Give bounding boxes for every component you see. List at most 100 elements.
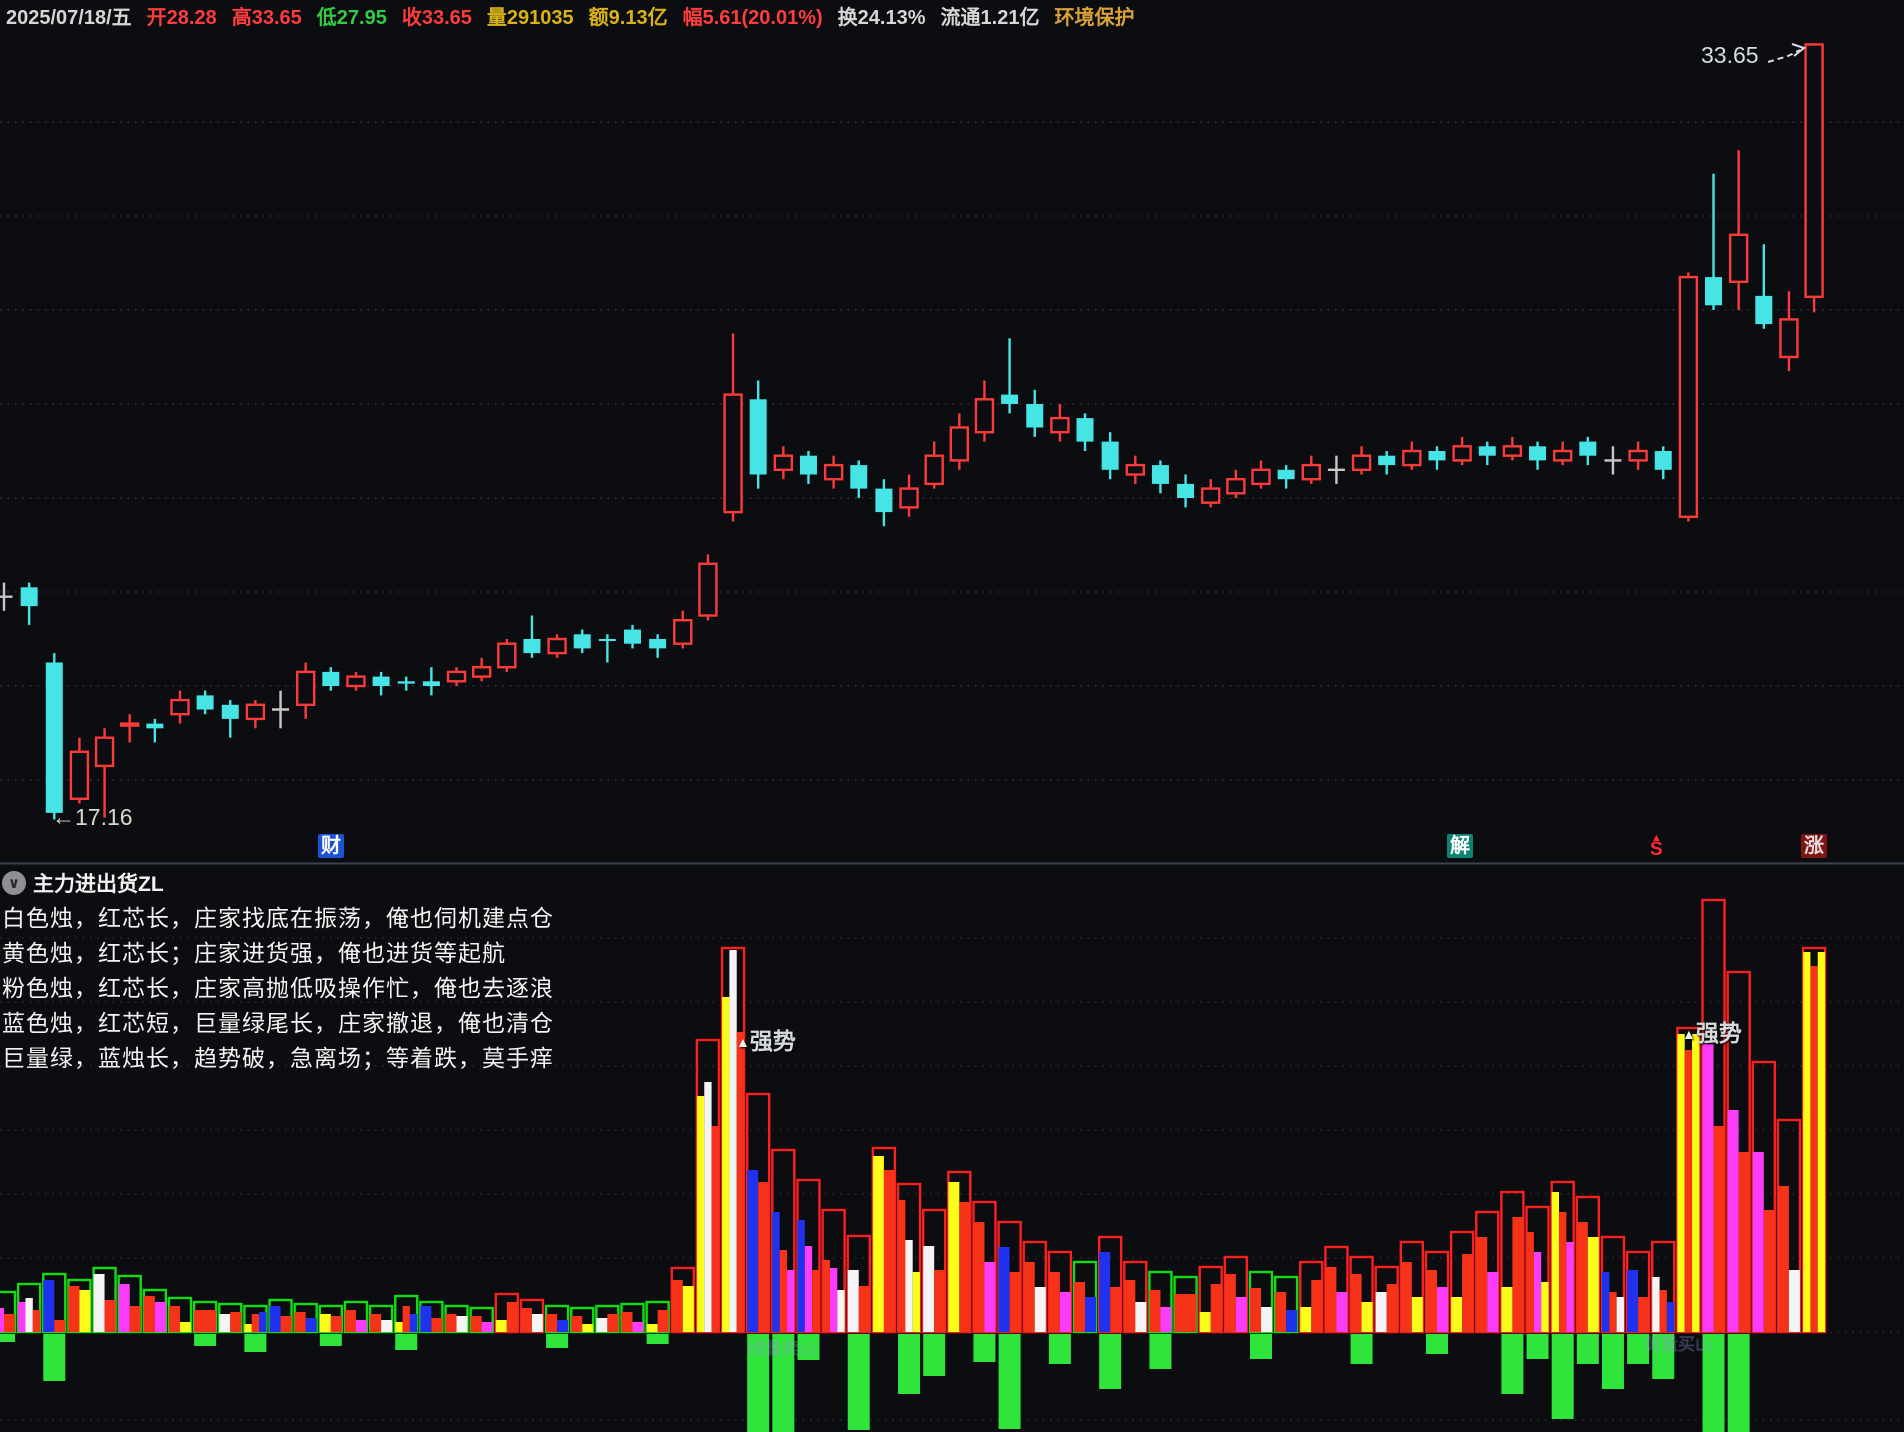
volume-fill-bar <box>93 1274 105 1332</box>
volume-fill-bar <box>1110 1287 1122 1332</box>
volume-fill-bar <box>1727 1110 1739 1332</box>
candle-body-up <box>446 670 467 683</box>
volume-fill-bar <box>1425 1270 1437 1332</box>
volume-fill-bar <box>251 1314 260 1332</box>
indicator-title[interactable]: 主力进出货ZL <box>33 873 164 896</box>
volume-negative-bar <box>1350 1334 1373 1364</box>
volume-fill-bar <box>607 1314 619 1332</box>
volume-fill-bar <box>787 1270 795 1332</box>
volume-negative-bar <box>1601 1334 1624 1389</box>
volume-fill-bar <box>905 1240 913 1332</box>
high-price-annotation: 33.65 <box>1701 42 1759 68</box>
volume-fill-bar <box>1300 1307 1312 1332</box>
volume-negative-bar <box>973 1334 996 1362</box>
volume-fill-bar <box>1451 1297 1463 1332</box>
volume-negative-bar <box>244 1334 267 1352</box>
volume-fill-bar <box>1286 1310 1298 1332</box>
volume-fill-bar <box>1124 1280 1136 1332</box>
candle-body-up <box>974 398 995 434</box>
volume-fill-bar <box>1009 1272 1021 1332</box>
volume-fill-bar <box>812 1270 820 1332</box>
volume-fill-bar <box>381 1320 393 1332</box>
volume-fill-bar <box>259 1312 267 1332</box>
candle-body-down <box>45 662 63 813</box>
volume-fill-bar <box>1501 1287 1513 1332</box>
volume-fill-bar <box>1587 1237 1599 1332</box>
candle-body-down <box>1428 451 1446 461</box>
volume-fill-bar <box>822 1260 830 1332</box>
candle-body-down <box>1101 441 1119 470</box>
volume-fill-bar <box>456 1316 468 1332</box>
volume-fill-bar <box>582 1324 594 1332</box>
volume-fill-bar <box>344 1310 356 1332</box>
candle-body-down <box>624 629 641 644</box>
candle-body-up <box>1402 449 1422 467</box>
volume-fill-bar <box>409 1314 418 1332</box>
candle-body-up <box>823 463 844 481</box>
candle-body-down <box>1478 446 1496 456</box>
up-arrow-icon: ▲ <box>1682 1026 1696 1042</box>
volume-fill-bar <box>1034 1287 1046 1332</box>
volume-fill-bar <box>402 1306 410 1332</box>
volume-fill-bar <box>1411 1297 1423 1332</box>
volume-fill-bar <box>305 1318 317 1332</box>
volume-fill-bar <box>1325 1267 1337 1332</box>
volume-fill-bar <box>847 1270 859 1332</box>
volume-fill-bar <box>531 1314 543 1332</box>
volume-fill-bar <box>1638 1297 1650 1332</box>
volume-fill-bar <box>1533 1252 1542 1332</box>
volume-fill-bar <box>32 1310 41 1332</box>
watermark-label: 绿量卖山 <box>748 1339 816 1358</box>
volume-negative-bar <box>1576 1334 1599 1364</box>
volume-fill-bar <box>1566 1242 1574 1332</box>
volume-fill-bar <box>355 1320 367 1332</box>
candle-body-down <box>146 723 164 729</box>
volume-fill-bar <box>1487 1272 1499 1332</box>
candle-body-down <box>875 488 893 513</box>
candle-body-down <box>850 465 868 489</box>
volume-fill-bar <box>470 1316 482 1332</box>
volume-fill-bar <box>557 1320 569 1332</box>
event-badge: 涨 <box>1801 834 1827 858</box>
volume-fill-bar <box>168 1306 180 1332</box>
volume-fill-bar <box>43 1280 55 1332</box>
indicator-header: ∨ 主力进出货ZL <box>2 868 164 898</box>
volume-fill-bar <box>646 1324 658 1332</box>
candle-body-down <box>649 639 667 649</box>
volume-fill-bar <box>1512 1217 1524 1332</box>
volume-negative-bar <box>1551 1334 1574 1419</box>
candle-body-down <box>1654 451 1672 470</box>
volume-fill-bar <box>1702 1044 1714 1332</box>
candle-body-down <box>1001 394 1019 404</box>
candle-body-down <box>397 681 415 684</box>
candle-body-up <box>1050 416 1070 434</box>
indicator-help-line: 蓝色烛，红芯短，巨量绿尾长，庄家撤退，俺也清仓 <box>2 1010 554 1036</box>
volume-fill-bar <box>923 1246 935 1332</box>
volume-fill-bar <box>1386 1284 1398 1332</box>
candle-body-down <box>1076 418 1094 442</box>
volume-fill-bar <box>959 1202 971 1332</box>
volume-fill-bar <box>1210 1284 1222 1332</box>
candle-body-down <box>1579 441 1597 456</box>
event-badge: 解 <box>1447 834 1473 858</box>
volume-fill-bar <box>1752 1152 1764 1332</box>
volume-fill-bar <box>1261 1307 1272 1332</box>
quote-field: 幅5.61(20.01%) <box>682 6 823 29</box>
volume-fill-bar <box>948 1182 960 1332</box>
watermark-label: 黄量买山 <box>1644 1335 1712 1354</box>
candle-body-up <box>673 619 693 645</box>
volume-fill-bar <box>621 1312 633 1332</box>
volume-negative-bar <box>923 1334 946 1376</box>
volume-fill-bar <box>1777 1186 1789 1332</box>
candle-body-down <box>598 639 616 641</box>
candle-body-down <box>20 587 38 607</box>
volume-fill-bar <box>779 1250 788 1332</box>
volume-negative-bar <box>847 1334 870 1430</box>
volume-fill-bar <box>736 1032 745 1332</box>
volume-fill-bar <box>1275 1292 1287 1332</box>
volume-fill-bar <box>481 1322 493 1332</box>
chevron-down-icon[interactable]: ∨ <box>2 871 26 895</box>
volume-negative-bar <box>1149 1334 1172 1369</box>
low-price-annotation: ←17.16 <box>52 804 133 830</box>
